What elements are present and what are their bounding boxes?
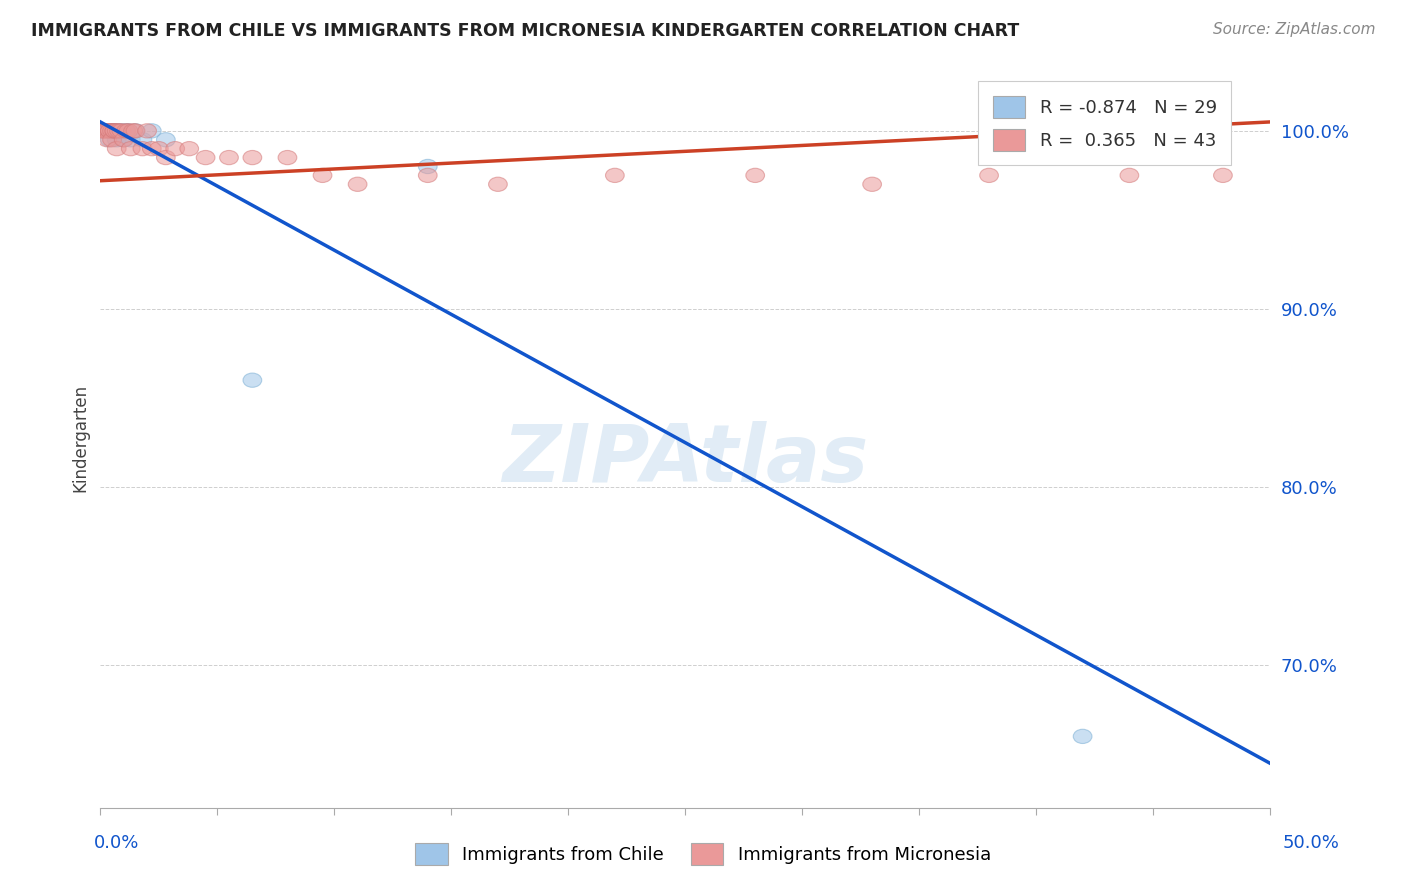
Ellipse shape: [96, 124, 114, 138]
Ellipse shape: [105, 124, 124, 138]
Ellipse shape: [127, 124, 145, 138]
Ellipse shape: [98, 124, 117, 138]
Ellipse shape: [1073, 730, 1092, 744]
Ellipse shape: [112, 124, 131, 138]
Ellipse shape: [96, 124, 114, 138]
Ellipse shape: [105, 124, 124, 138]
Ellipse shape: [419, 169, 437, 183]
Ellipse shape: [314, 169, 332, 183]
Text: Source: ZipAtlas.com: Source: ZipAtlas.com: [1212, 22, 1375, 37]
Ellipse shape: [156, 133, 176, 147]
Ellipse shape: [93, 124, 112, 138]
Ellipse shape: [107, 124, 127, 138]
Ellipse shape: [156, 151, 176, 165]
Ellipse shape: [105, 124, 124, 138]
Text: 50.0%: 50.0%: [1284, 834, 1340, 852]
Text: 0.0%: 0.0%: [94, 834, 139, 852]
Ellipse shape: [100, 124, 120, 138]
Ellipse shape: [1121, 169, 1139, 183]
Ellipse shape: [100, 124, 120, 138]
Ellipse shape: [1213, 169, 1232, 183]
Ellipse shape: [134, 142, 152, 156]
Ellipse shape: [166, 142, 184, 156]
Ellipse shape: [96, 124, 114, 138]
Ellipse shape: [219, 151, 239, 165]
Ellipse shape: [243, 151, 262, 165]
Text: IMMIGRANTS FROM CHILE VS IMMIGRANTS FROM MICRONESIA KINDERGARTEN CORRELATION CHA: IMMIGRANTS FROM CHILE VS IMMIGRANTS FROM…: [31, 22, 1019, 40]
Ellipse shape: [142, 124, 162, 138]
Ellipse shape: [120, 124, 138, 138]
Legend: R = -0.874   N = 29, R =  0.365   N = 43: R = -0.874 N = 29, R = 0.365 N = 43: [979, 81, 1232, 165]
Ellipse shape: [138, 124, 156, 138]
Ellipse shape: [120, 124, 138, 138]
Ellipse shape: [488, 178, 508, 192]
Ellipse shape: [197, 151, 215, 165]
Ellipse shape: [100, 133, 120, 147]
Ellipse shape: [110, 124, 128, 138]
Ellipse shape: [121, 133, 141, 147]
Ellipse shape: [114, 133, 134, 147]
Ellipse shape: [142, 142, 162, 156]
Ellipse shape: [107, 133, 127, 147]
Ellipse shape: [863, 178, 882, 192]
Ellipse shape: [180, 142, 198, 156]
Ellipse shape: [134, 133, 152, 147]
Ellipse shape: [112, 124, 131, 138]
Ellipse shape: [117, 124, 135, 138]
Ellipse shape: [100, 124, 120, 138]
Ellipse shape: [103, 133, 121, 147]
Ellipse shape: [110, 124, 128, 138]
Ellipse shape: [606, 169, 624, 183]
Ellipse shape: [117, 124, 135, 138]
Legend: Immigrants from Chile, Immigrants from Micronesia: Immigrants from Chile, Immigrants from M…: [406, 834, 1000, 874]
Ellipse shape: [105, 124, 124, 138]
Ellipse shape: [745, 169, 765, 183]
Ellipse shape: [107, 142, 127, 156]
Ellipse shape: [121, 142, 141, 156]
Ellipse shape: [103, 124, 121, 138]
Ellipse shape: [103, 124, 121, 138]
Ellipse shape: [114, 133, 134, 147]
Ellipse shape: [149, 142, 169, 156]
Ellipse shape: [93, 124, 112, 138]
Ellipse shape: [96, 124, 114, 138]
Ellipse shape: [419, 160, 437, 174]
Ellipse shape: [278, 151, 297, 165]
Ellipse shape: [243, 373, 262, 387]
Ellipse shape: [98, 133, 117, 147]
Ellipse shape: [98, 124, 117, 138]
Ellipse shape: [127, 124, 145, 138]
Ellipse shape: [98, 124, 117, 138]
Y-axis label: Kindergarten: Kindergarten: [72, 384, 89, 492]
Ellipse shape: [93, 124, 112, 138]
Ellipse shape: [980, 169, 998, 183]
Text: ZIPAtlas: ZIPAtlas: [502, 421, 868, 500]
Ellipse shape: [349, 178, 367, 192]
Ellipse shape: [124, 124, 142, 138]
Ellipse shape: [103, 124, 121, 138]
